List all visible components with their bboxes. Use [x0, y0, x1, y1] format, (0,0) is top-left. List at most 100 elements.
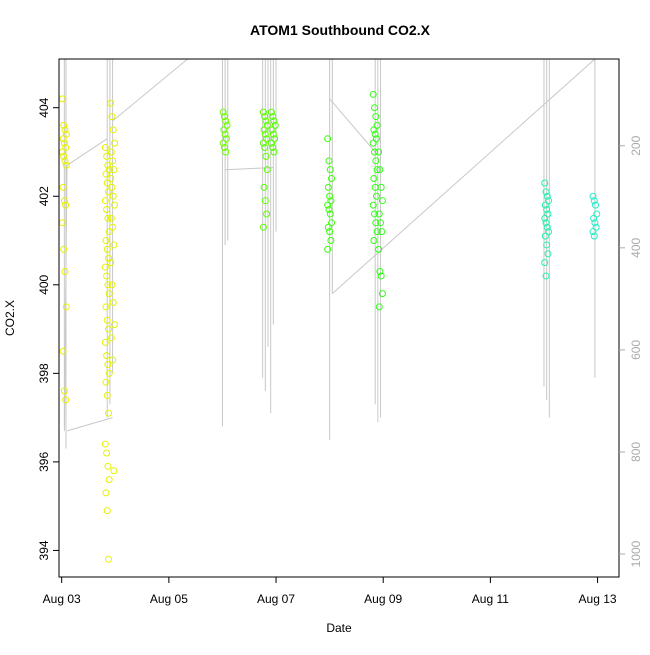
- y2-axis: 200 400 600 800 1000: [619, 135, 643, 567]
- data-point: [103, 391, 111, 399]
- data-point: [544, 250, 552, 258]
- data-point: [542, 219, 550, 227]
- data-point: [109, 299, 117, 307]
- data-point: [62, 303, 70, 311]
- data-point: [222, 148, 230, 156]
- data-point: [105, 290, 113, 298]
- data-point: [543, 241, 551, 249]
- data-point: [105, 369, 113, 377]
- data-point: [543, 223, 551, 231]
- x-tick-label: Aug 05: [150, 592, 188, 606]
- y-tick-label: 398: [37, 363, 51, 383]
- y2-tick-label: 1000: [629, 540, 643, 567]
- data-point: [60, 121, 68, 129]
- data-point: [267, 139, 275, 147]
- data-point: [109, 356, 117, 364]
- data-point: [376, 166, 384, 174]
- data-point: [103, 352, 111, 360]
- data-point: [590, 232, 598, 240]
- line-connector: [63, 138, 108, 431]
- data-point: [105, 188, 113, 196]
- data-point: [324, 201, 332, 209]
- data-point: [59, 183, 67, 191]
- y-tick-label: 396: [37, 452, 51, 472]
- data-point: [325, 206, 333, 214]
- data-point: [107, 99, 115, 107]
- data-point: [378, 197, 386, 205]
- data-point: [104, 281, 112, 289]
- data-point: [59, 135, 67, 143]
- x-axis-label: Date: [326, 621, 352, 635]
- data-point: [107, 148, 115, 156]
- data-point: [327, 237, 335, 245]
- data-point: [105, 254, 113, 262]
- data-point: [375, 210, 383, 218]
- data-point: [269, 113, 277, 121]
- x-tick-label: Aug 03: [43, 592, 81, 606]
- y-tick-label: 394: [37, 540, 51, 560]
- data-point: [375, 303, 383, 311]
- data-point: [111, 201, 119, 209]
- line-connector: [329, 98, 376, 153]
- data-point: [370, 126, 378, 134]
- data-point: [101, 440, 109, 448]
- data-point: [326, 192, 334, 200]
- data-point: [378, 228, 386, 236]
- data-point: [109, 223, 117, 231]
- data-point: [104, 214, 112, 222]
- data-point: [262, 117, 270, 125]
- x-tick-label: Aug 11: [472, 592, 509, 606]
- data-point: [105, 166, 113, 174]
- data-point: [109, 157, 117, 165]
- data-point: [327, 197, 335, 205]
- chart-title: ATOM1 Southbound CO2.X: [250, 22, 431, 38]
- data-point: [262, 152, 270, 160]
- data-point: [110, 166, 118, 174]
- data-point: [111, 321, 119, 329]
- data-point: [61, 268, 69, 276]
- y-tick-label: 404: [37, 97, 51, 117]
- data-point: [103, 206, 111, 214]
- data-point: [261, 144, 269, 152]
- data-point: [107, 214, 115, 222]
- data-point: [269, 144, 277, 152]
- data-point: [542, 188, 550, 196]
- data-point: [324, 135, 332, 143]
- data-point: [221, 130, 229, 138]
- data-point: [590, 214, 598, 222]
- data-point: [324, 223, 332, 231]
- data-point: [371, 130, 379, 138]
- x-axis: Aug 03 Aug 05 Aug 07 Aug 09 Aug 11 Aug 13: [43, 576, 617, 606]
- data-point: [370, 175, 378, 183]
- data-point: [369, 90, 377, 98]
- data-point: [541, 259, 549, 267]
- data-point: [102, 489, 110, 497]
- data-point: [103, 316, 111, 324]
- data-point: [107, 259, 115, 267]
- data-point: [324, 245, 332, 253]
- data-point: [263, 210, 271, 218]
- data-point: [261, 113, 269, 121]
- data-point: [101, 197, 109, 205]
- data-point: [59, 347, 67, 355]
- x-tick-label: Aug 07: [257, 592, 295, 606]
- data-point: [259, 223, 267, 231]
- data-point: [590, 197, 598, 205]
- points-group: [58, 90, 601, 563]
- y2-tick-label: 400: [629, 237, 643, 257]
- data-point: [372, 219, 380, 227]
- data-point: [263, 121, 271, 129]
- data-point: [325, 157, 333, 165]
- data-point: [105, 325, 113, 333]
- data-point: [219, 139, 227, 147]
- data-point: [545, 228, 553, 236]
- data-point: [269, 130, 277, 138]
- data-point: [589, 228, 597, 236]
- data-point: [372, 192, 380, 200]
- data-point: [326, 210, 334, 218]
- data-point: [107, 334, 115, 342]
- data-point: [371, 210, 379, 218]
- x-tick-label: Aug 13: [579, 592, 617, 606]
- data-point: [328, 219, 336, 227]
- data-point: [377, 272, 385, 280]
